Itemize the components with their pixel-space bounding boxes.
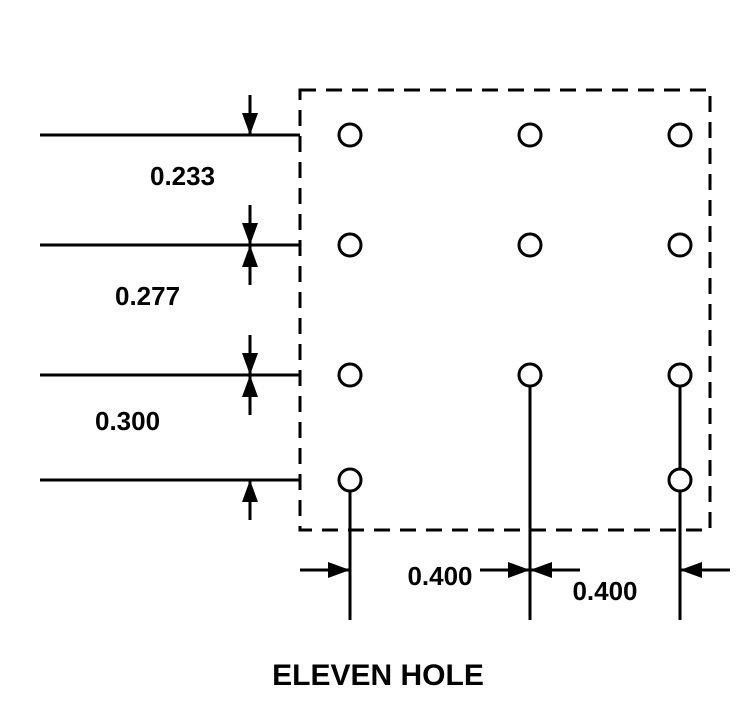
hole (339, 469, 361, 491)
hole (519, 234, 541, 256)
hole (669, 469, 691, 491)
hole (519, 124, 541, 146)
hole (339, 124, 361, 146)
dimension-label: 0.400 (572, 576, 637, 606)
diagram-title: ELEVEN HOLE (272, 659, 484, 692)
dimension-label: 0.300 (95, 406, 160, 436)
hole (669, 124, 691, 146)
hole (669, 234, 691, 256)
hole (339, 364, 361, 386)
dimension-label: 0.233 (150, 161, 215, 191)
background (0, 0, 756, 716)
dimension-label: 0.277 (115, 281, 180, 311)
hole (669, 364, 691, 386)
hole (339, 234, 361, 256)
dimension-label: 0.400 (407, 561, 472, 591)
hole (519, 364, 541, 386)
